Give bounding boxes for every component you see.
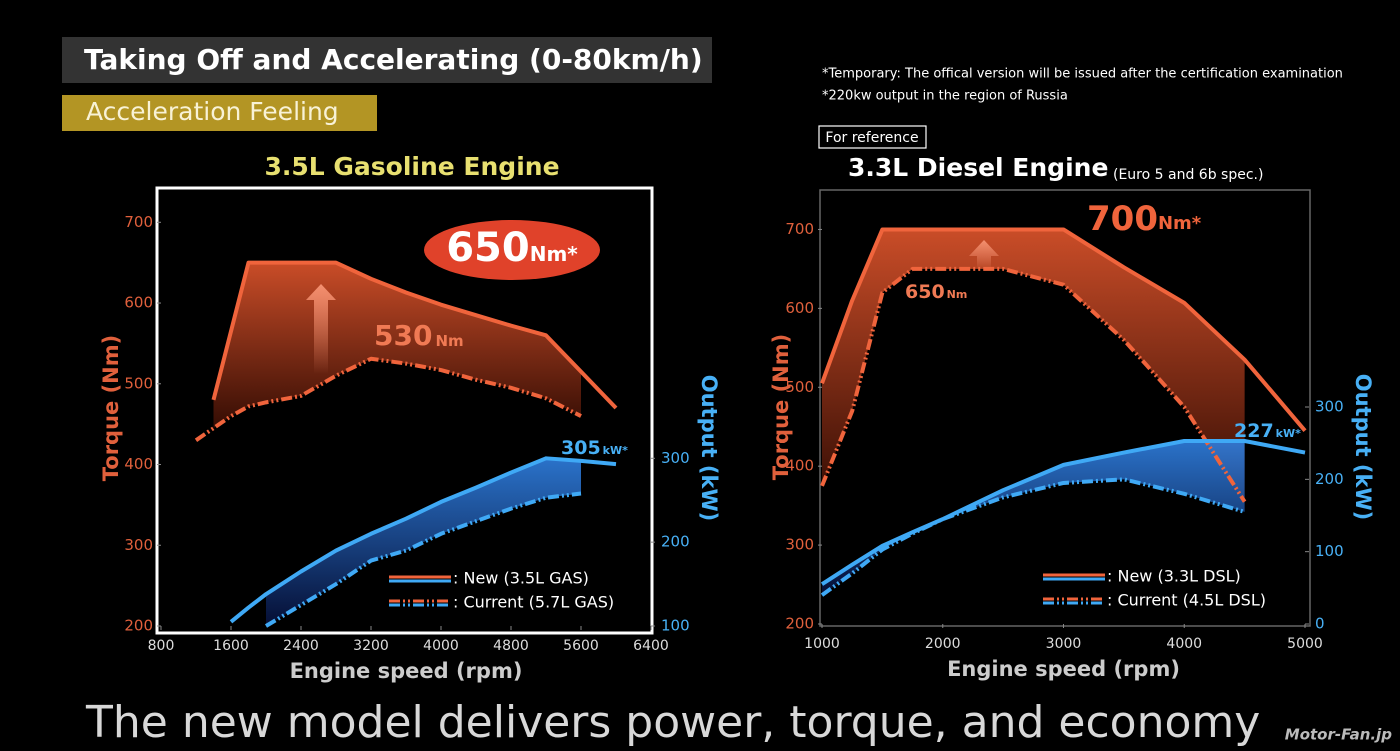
y2-tick-label: 100: [1315, 542, 1344, 560]
watermark: Motor-Fan.jp: [1285, 726, 1392, 744]
y-tick-label: 600: [124, 294, 153, 312]
annotation-value: 700: [1087, 199, 1158, 239]
callout-oval: [424, 220, 600, 280]
annotations: 650Nm* 530 Nm 305 kW* 700Nm* 650 Nm 227 kW*: [374, 199, 1301, 459]
shaded-band: [266, 458, 581, 626]
annotation-value: 650: [446, 225, 530, 271]
x-tick-label: 4000: [1166, 636, 1202, 652]
annotation: 700Nm*: [1087, 199, 1202, 239]
x-tick-label: 4800: [493, 638, 529, 654]
legend-label: : Current (4.5L DSL): [1107, 591, 1266, 610]
annotation-unit: Nm*: [1158, 213, 1202, 234]
y-tick-label: 300: [785, 536, 814, 554]
x-axis-label: Engine speed (rpm): [290, 659, 523, 683]
x-tick-label: 3000: [1046, 636, 1082, 652]
y2-tick-label: 100: [661, 617, 690, 635]
y-axis-label: Torque (Nm): [99, 335, 123, 482]
y-tick-label: 700: [124, 213, 153, 231]
annotation: 530 Nm: [374, 319, 464, 352]
series-line: [229, 456, 617, 624]
plot-frame: [819, 189, 1311, 627]
x-axis-label: Engine speed (rpm): [947, 657, 1180, 681]
title-bar: [62, 37, 712, 83]
annotation-value: 305: [561, 437, 601, 459]
y2-tick-label: 200: [1315, 470, 1344, 488]
tag-box: [818, 125, 927, 149]
slide-title: Taking Off and Accelerating (0-80km/h): [84, 43, 703, 76]
y2-axis-label: Output (kW): [1351, 374, 1375, 521]
y-axis-label: Torque (Nm): [769, 334, 793, 481]
annotation-unit: Nm: [435, 332, 463, 350]
annotation-value: 530: [374, 319, 432, 352]
x-tick-label: 1600: [213, 638, 249, 654]
x-tick-label: 5600: [563, 638, 599, 654]
y-tick-label: 600: [785, 299, 814, 317]
annotation-unit: Nm*: [530, 242, 579, 266]
legend-label: : Current (5.7L GAS): [453, 593, 614, 612]
chart-tag: For reference: [825, 130, 918, 146]
y-tick-label: 700: [785, 220, 814, 238]
y-tick-label: 200: [785, 615, 814, 633]
y2-tick-label: 0: [1315, 615, 1325, 633]
x-tick-label: 5000: [1287, 636, 1323, 652]
series-line: [820, 227, 1307, 432]
annotation-unit: kW*: [603, 444, 628, 457]
annotation-value: 650: [905, 281, 945, 303]
subtitle-bar: [62, 95, 377, 131]
series-line: [264, 491, 582, 628]
note: *220kw output in the region of Russia: [822, 89, 1068, 104]
x-tick-label: 6400: [633, 638, 669, 654]
slide-subtitle: Acceleration Feeling: [86, 97, 339, 126]
x-tick-label: 3200: [353, 638, 389, 654]
annotation-value: 227: [1234, 420, 1274, 442]
shaded-band: [213, 262, 581, 429]
series-line: [211, 260, 618, 410]
y-tick-label: 200: [124, 617, 153, 635]
y2-axis-label: Output (kW): [697, 375, 721, 522]
x-tick-label: 800: [148, 638, 175, 654]
annotation-unit: kW*: [1276, 427, 1301, 440]
shaded-band: [822, 440, 1245, 596]
y-tick-label: 500: [124, 374, 153, 392]
x-tick-label: 1000: [804, 636, 840, 652]
series-line: [194, 356, 582, 442]
series-line: [820, 477, 1246, 597]
annotation: 650 Nm: [905, 281, 967, 303]
y2-tick-label: 200: [661, 533, 690, 551]
y-tick-label: 400: [785, 457, 814, 475]
x-tick-label: 4000: [423, 638, 459, 654]
y-tick-label: 500: [785, 378, 814, 396]
shaded-band: [822, 229, 1245, 502]
chart-title: 3.3L Diesel Engine: [848, 153, 1108, 182]
y-tick-label: 300: [124, 536, 153, 554]
chart-subtitle: (Euro 5 and 6b spec.): [1113, 167, 1263, 183]
plot-frame: [155, 186, 654, 635]
legend-label: : New (3.3L DSL): [1107, 567, 1241, 586]
annotation: 227 kW*: [1234, 420, 1301, 442]
arrow: [969, 240, 999, 270]
annotation-unit: Nm: [947, 288, 968, 301]
y-tick-label: 400: [124, 455, 153, 473]
chart-title: 3.5L Gasoline Engine: [264, 152, 559, 181]
x-tick-label: 2400: [283, 638, 319, 654]
y2-tick-label: 300: [661, 449, 690, 467]
caption: The new model delivers power, torque, an…: [85, 697, 1260, 748]
y2-tick-label: 300: [1315, 398, 1344, 416]
series-line: [820, 438, 1306, 586]
x-tick-label: 2000: [925, 636, 961, 652]
arrow: [306, 284, 336, 374]
legend-label: : New (3.5L GAS): [453, 569, 589, 588]
annotation: 650Nm*: [446, 225, 578, 271]
annotation: 305 kW*: [561, 437, 628, 459]
note: *Temporary: The offical version will be …: [822, 67, 1343, 82]
